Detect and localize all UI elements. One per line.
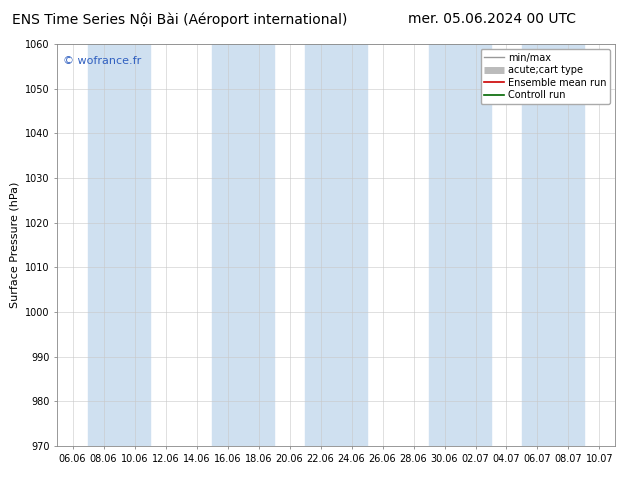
Bar — [429, 44, 491, 446]
Text: mer. 05.06.2024 00 UTC: mer. 05.06.2024 00 UTC — [408, 12, 576, 26]
Bar — [305, 44, 367, 446]
Y-axis label: Surface Pressure (hPa): Surface Pressure (hPa) — [10, 182, 19, 308]
Bar — [522, 44, 584, 446]
Text: © wofrance.fr: © wofrance.fr — [63, 56, 141, 66]
Bar — [212, 44, 274, 446]
Legend: min/max, acute;cart type, Ensemble mean run, Controll run: min/max, acute;cart type, Ensemble mean … — [481, 49, 610, 104]
Text: ENS Time Series Nội Bài (Aéroport international): ENS Time Series Nội Bài (Aéroport intern… — [12, 12, 347, 27]
Bar — [88, 44, 150, 446]
